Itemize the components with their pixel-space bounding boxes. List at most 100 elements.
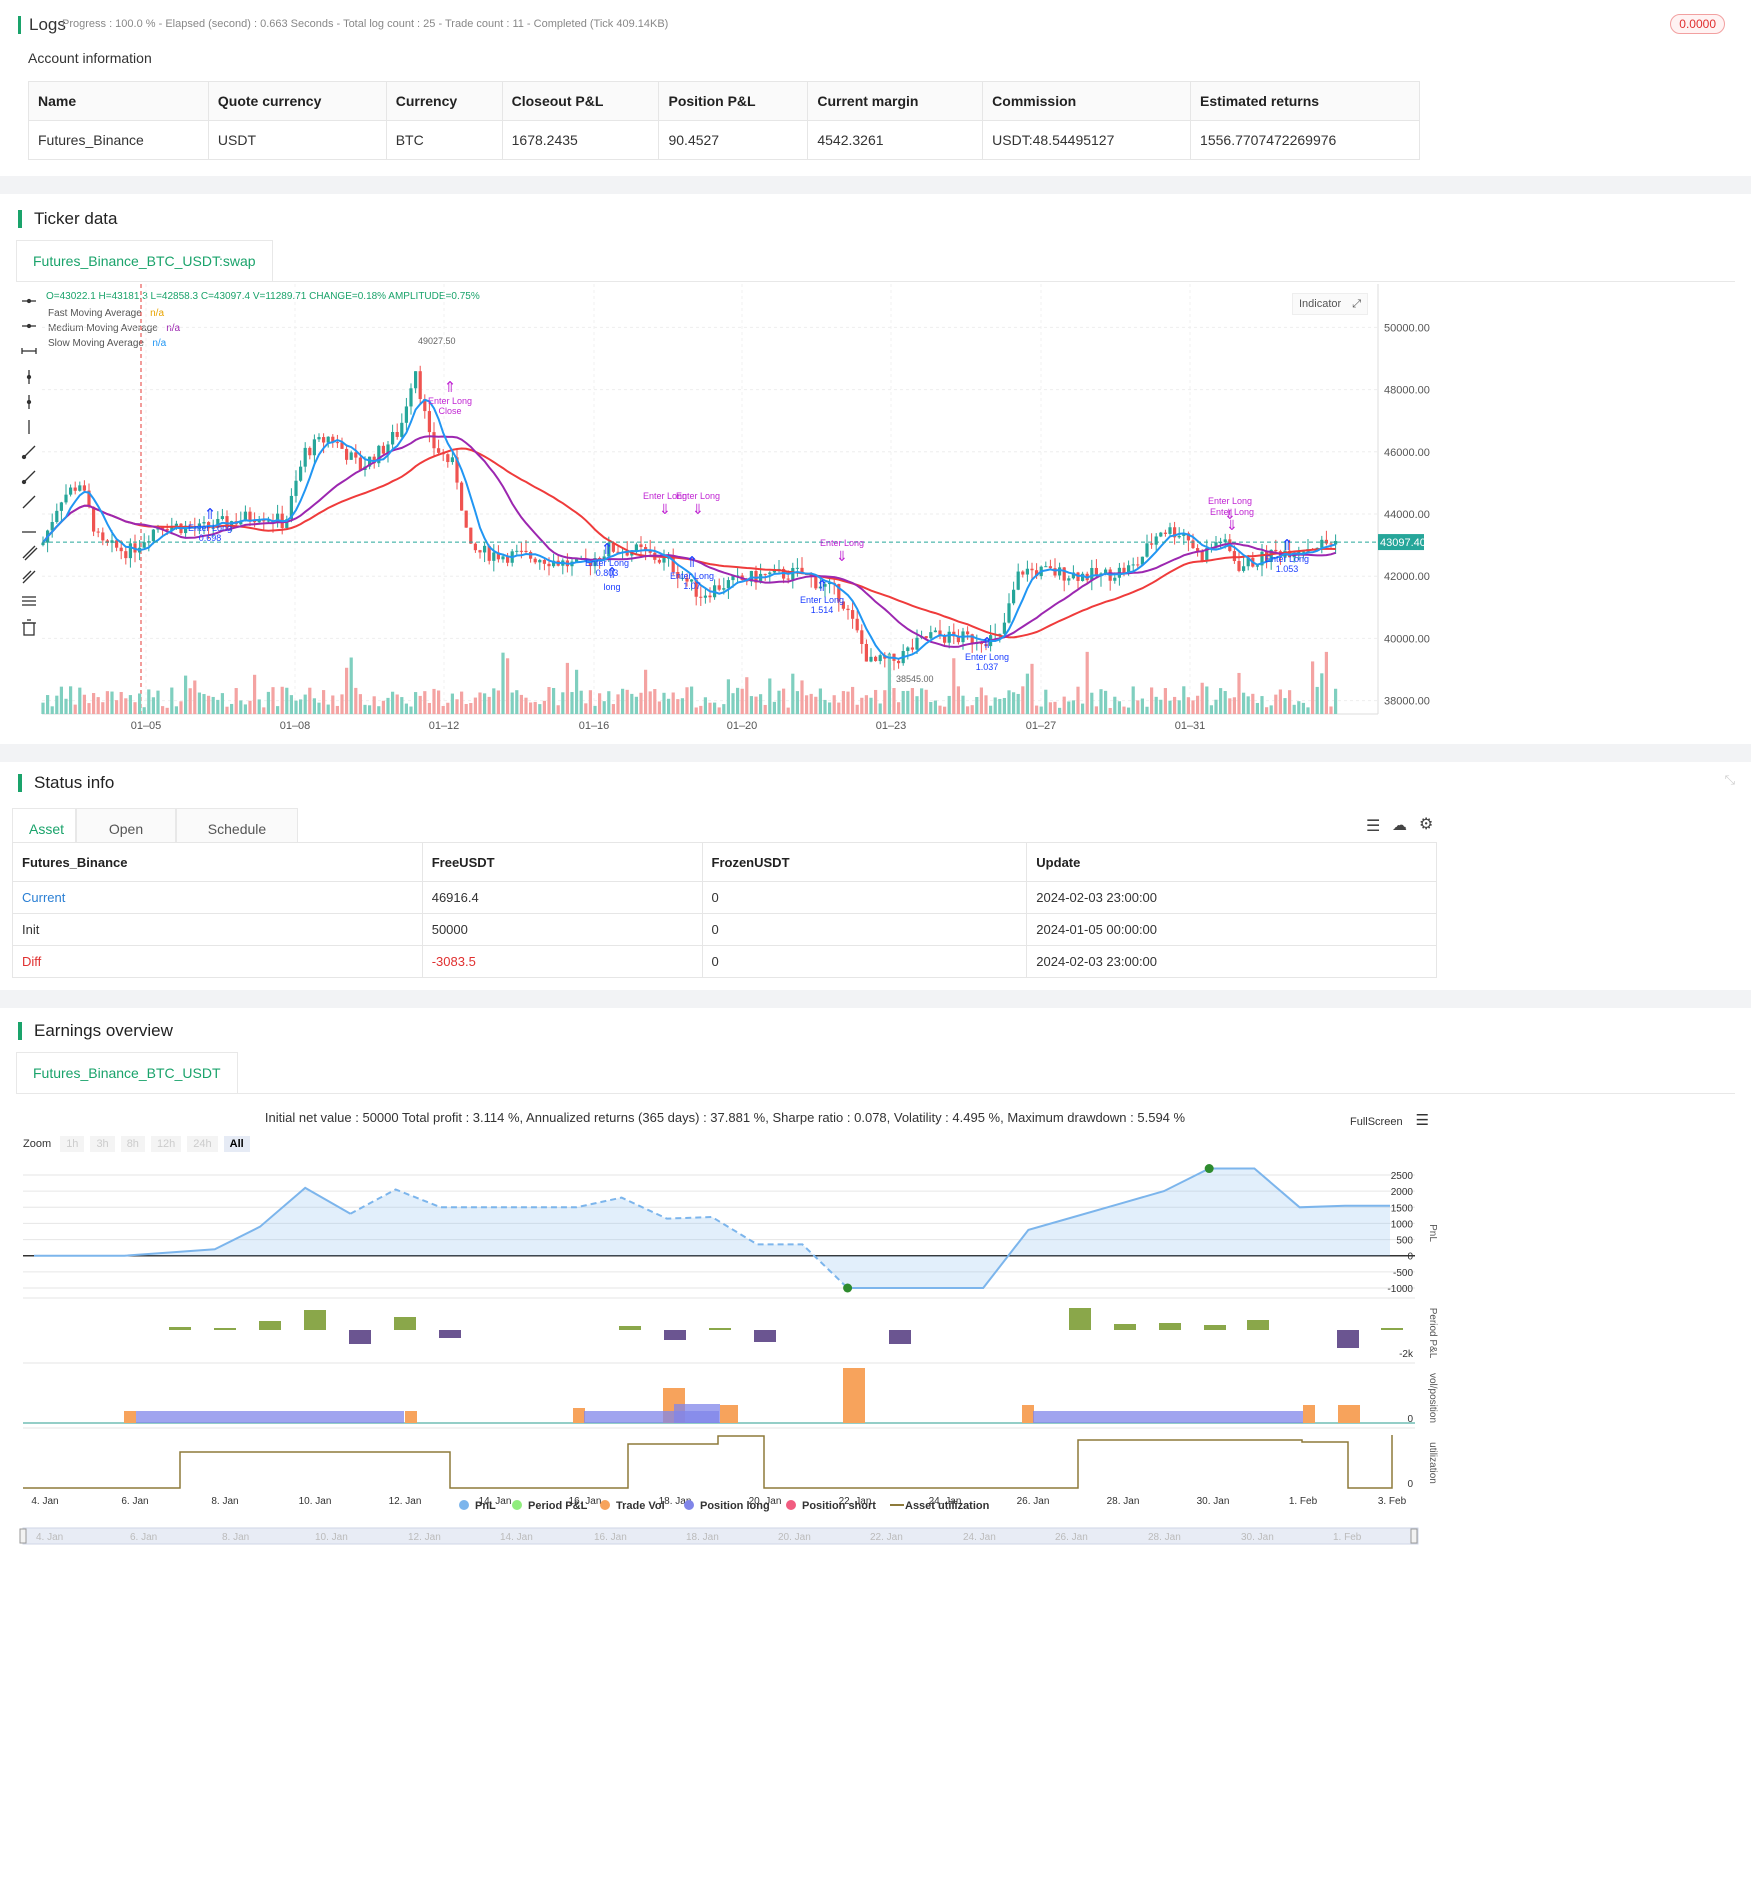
candle-body — [50, 522, 54, 531]
navigator-tick: 6. Jan — [130, 1532, 157, 1543]
earnings-date-tick: 18. Jan — [659, 1496, 692, 1507]
volume-bar — [161, 706, 165, 714]
candle-body — [754, 570, 758, 583]
volume-bar — [354, 687, 358, 714]
expand-icon[interactable]: ⤢ — [1352, 298, 1361, 310]
pnl-tick: 1500 — [1391, 1203, 1414, 1214]
volume-bar — [1205, 686, 1209, 714]
volume-bar — [133, 702, 137, 714]
ma-legend-item[interactable]: Medium Moving Average n/a — [48, 323, 181, 334]
volume-bar — [1297, 701, 1301, 714]
utilization-line — [23, 1435, 1393, 1489]
earnings-date-tick: 22. Jan — [839, 1496, 872, 1507]
candle-body — [73, 487, 77, 491]
volume-bar — [1200, 682, 1204, 714]
zoom-option-8h[interactable]: 8h — [120, 1136, 145, 1152]
candle-body — [174, 523, 178, 526]
candle-body — [372, 456, 376, 464]
cloud-icon[interactable]: ☁ — [1392, 817, 1407, 834]
volume-bar — [82, 694, 86, 714]
volume-bar — [653, 689, 657, 714]
gear-icon[interactable]: ⚙ — [1419, 816, 1434, 833]
volume-bar — [418, 695, 422, 714]
volume-bar — [607, 691, 611, 714]
menu-icon[interactable]: ☰ — [1415, 1112, 1430, 1129]
legend-item[interactable]: Period P&L — [512, 1500, 588, 1512]
legend-item[interactable]: Trade Vol — [600, 1500, 665, 1512]
earnings-date-tick: 4. Jan — [31, 1496, 58, 1507]
candle-body — [1094, 567, 1098, 577]
ohlc-readout: O=43022.1 H=43181.3 L=42858.3 C=43097.4 … — [46, 291, 480, 302]
volume-bar — [1159, 699, 1163, 714]
indicator-button[interactable]: Indicator ⤢ — [1292, 293, 1368, 315]
period-pnl-bar — [304, 1310, 326, 1330]
list-icon[interactable]: ☰ — [1366, 818, 1381, 835]
price-chart[interactable]: 50000.00 48000.00 46000.00 44000.00 42000.00… — [0, 284, 1751, 744]
legend-item[interactable]: PnL — [459, 1500, 496, 1512]
volume-bar — [50, 706, 54, 714]
volume-bar — [515, 690, 519, 714]
volume-bar — [1131, 686, 1135, 714]
drawing-tools-icon[interactable] — [20, 292, 38, 652]
candle-body — [1329, 543, 1333, 545]
candle-body — [588, 560, 592, 567]
volume-bar — [483, 693, 487, 714]
volume-bar — [736, 687, 740, 714]
candle-body — [1122, 567, 1126, 573]
volume-bar — [386, 697, 390, 714]
volume-bar — [1292, 704, 1296, 714]
zoom-option-24h[interactable]: 24h — [187, 1136, 218, 1152]
legend-item[interactable]: Position short — [786, 1500, 876, 1512]
earnings-chart[interactable]: 2500 2000 1500 1000 500 0 -500 -1000 PnL -2k Perio… — [0, 1008, 1751, 1892]
volume-bar — [1085, 651, 1089, 714]
ma-legend-item[interactable]: Slow Moving Average n/a — [48, 338, 167, 349]
volume-bar — [1140, 698, 1144, 714]
candle-body — [92, 506, 96, 532]
ma-legend-item[interactable]: Fast Moving Average n/a — [48, 308, 165, 319]
earnings-date-tick: 28. Jan — [1107, 1496, 1140, 1507]
zoom-option-3h[interactable]: 3h — [90, 1136, 115, 1152]
table-row: Diff -3083.5 0 2024-02-03 23:00:00 — [12, 945, 1437, 978]
tab-earnings-symbol[interactable]: Futures_Binance_BTC_USDT — [16, 1052, 238, 1093]
candle-body — [1044, 566, 1048, 568]
price-tick: 40000.00 — [1384, 633, 1430, 645]
period-pnl-bar — [619, 1326, 641, 1330]
navigator-handle-left[interactable] — [19, 1528, 27, 1544]
ma-legend: Fast Moving Average n/a Medium Moving Ave… — [48, 306, 180, 351]
volume-bar — [280, 686, 284, 714]
asset-cell: 0 — [701, 881, 1028, 914]
fullscreen-button[interactable]: FullScreen ☰ — [1350, 1112, 1430, 1129]
account-cell: 1678.2435 — [501, 120, 660, 160]
volume-bar — [657, 701, 661, 714]
candle-body — [115, 540, 119, 548]
collapse-icon[interactable]: ⤡ — [1724, 772, 1735, 787]
trade-annotation-sub: 0.698 — [199, 533, 222, 543]
volume-bar — [786, 707, 790, 714]
period-tick: -2k — [1399, 1349, 1414, 1360]
candle-body — [386, 444, 390, 454]
volume-bar — [1334, 688, 1338, 714]
zoom-option-1h[interactable]: 1h — [60, 1136, 85, 1152]
zoom-option-12h[interactable]: 12h — [150, 1136, 182, 1152]
volume-bar — [400, 697, 404, 714]
legend-item[interactable]: Position long — [684, 1500, 770, 1512]
earnings-card: Earnings overview Futures_Binance_BTC_US… — [0, 1008, 1751, 1892]
candle-body — [708, 595, 712, 598]
volume-bar — [151, 697, 155, 714]
volume-bar — [1104, 690, 1108, 714]
volume-bar — [1163, 688, 1167, 714]
candle-body — [823, 584, 827, 587]
period-axis-title: Period P&L — [1427, 1308, 1438, 1359]
legend-item[interactable]: Asset utilization — [890, 1500, 990, 1512]
candle-body — [828, 582, 832, 585]
candle-body — [1140, 556, 1144, 565]
navigator-handle-right[interactable] — [1410, 1528, 1418, 1544]
volume-bar — [446, 702, 450, 714]
candle-body — [211, 527, 215, 529]
volume-bar — [340, 694, 344, 714]
candle-body — [1127, 565, 1131, 573]
zoom-option-all[interactable]: All — [223, 1136, 250, 1152]
volume-bar — [1094, 706, 1098, 714]
tab-ticker-symbol[interactable]: Futures_Binance_BTC_USDT:swap — [16, 240, 273, 281]
candle-body — [552, 560, 556, 567]
